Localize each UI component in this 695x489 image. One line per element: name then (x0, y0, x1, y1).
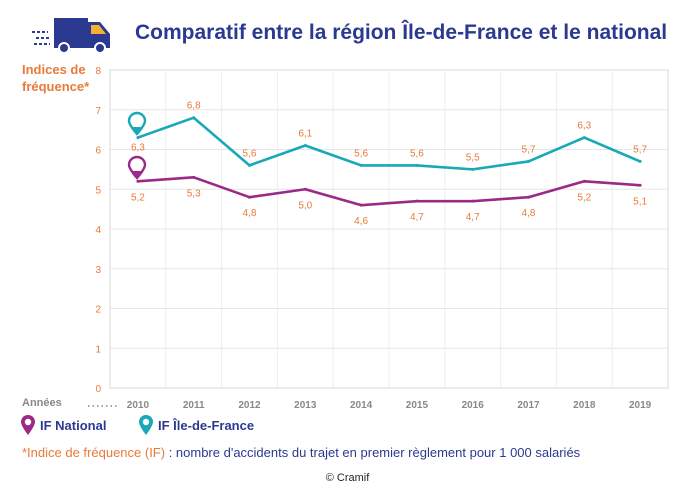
x-tick-label: 2016 (462, 400, 485, 411)
series-national-data-label: 4,6 (354, 216, 368, 227)
map-pin-idf-icon (139, 415, 153, 435)
y-tick-label: 1 (95, 344, 101, 355)
series-national-point (471, 199, 475, 203)
x-tick-label: 2014 (350, 400, 373, 411)
series-national-point (638, 183, 642, 187)
series-idf-data-label: 5,6 (410, 148, 424, 159)
series-idf-data-label: 5,7 (522, 144, 536, 155)
series-national-point (415, 199, 419, 203)
x-tick-label: 2010 (127, 400, 150, 411)
series-idf-data-label: 5,5 (466, 152, 480, 163)
series-idf-point (638, 159, 642, 163)
series-idf-point (359, 163, 363, 167)
series-national-point (303, 187, 307, 191)
legend-idf: IF Île-de-France (138, 414, 254, 436)
series-idf-line (137, 116, 641, 171)
x-tick-label: 2018 (573, 400, 596, 411)
x-tick-label: 2011 (183, 400, 205, 411)
series-national-point (136, 179, 140, 183)
series-idf-point (303, 144, 307, 148)
series-idf-data-label: 6,1 (298, 129, 312, 140)
y-axis-label: Indices de fréquence* (22, 61, 89, 95)
footnote: *Indice de fréquence (IF) : nombre d'acc… (22, 445, 580, 460)
y-axis-label-line2: fréquence* (22, 79, 90, 94)
pin-national-icon (127, 155, 147, 180)
series-idf-point (192, 116, 196, 120)
series-idf-data-label: 6,3 (577, 121, 591, 132)
series-national-line (137, 176, 641, 207)
series-national-data-label: 4,8 (243, 208, 257, 219)
y-tick-label: 3 (95, 265, 101, 276)
chart-title: Comparatif entre la région Île-de-France… (135, 21, 668, 44)
series-idf-data-label: 5,6 (354, 148, 368, 159)
series-national-data-label: 4,7 (466, 212, 480, 223)
copyright: © Cramif (325, 472, 370, 484)
x-tick-label: 2019 (629, 400, 652, 411)
series-national-point (527, 195, 530, 199)
x-tick-label: 2015 (406, 400, 429, 411)
series-idf-data-label: 5,7 (633, 144, 647, 155)
series-national-point (192, 175, 196, 179)
series-idf-point (248, 163, 251, 167)
x-tick-label: 2013 (294, 400, 317, 411)
series-idf-point (527, 159, 530, 163)
series-idf-point (471, 167, 475, 171)
series-national-data-label: 4,7 (410, 212, 424, 223)
y-tick-label: 0 (95, 384, 101, 395)
y-tick-label: 2 (95, 305, 101, 316)
y-tick-label: 6 (95, 146, 101, 157)
series-national-point (248, 195, 251, 199)
series-idf-data-label: 5,6 (243, 148, 257, 159)
y-tick-label: 4 (95, 225, 101, 236)
x-axis-label: Années (22, 397, 62, 409)
series-idf-point (136, 136, 140, 140)
y-tick-label: 8 (95, 66, 101, 77)
series-national-data-label: 5,3 (187, 188, 201, 199)
series-national-data-label: 5,2 (577, 192, 591, 203)
series-idf-data-label: 6,3 (131, 143, 145, 154)
y-axis-label-line1: Indices de (22, 62, 86, 77)
map-pin-national-icon (21, 415, 35, 435)
series-national-point (359, 203, 363, 207)
series-idf-point (415, 163, 419, 167)
series-national-data-label: 5,1 (633, 196, 647, 207)
series-national-data-label: 5,2 (131, 192, 145, 203)
pin-idf-icon (127, 111, 147, 136)
series-national-point (582, 179, 586, 183)
series-national-data-label: 5,0 (298, 200, 312, 211)
y-tick-label: 7 (95, 106, 101, 117)
legend-national: IF National (20, 414, 106, 436)
footnote-prefix: *Indice de fréquence (IF) (22, 445, 166, 460)
series-national-data-label: 4,8 (522, 208, 536, 219)
footnote-text: : nombre d'accidents du trajet en premie… (165, 445, 581, 460)
series-idf-point (582, 136, 586, 140)
x-tick-label: 2012 (238, 400, 261, 411)
series-idf-data-label: 6,8 (187, 101, 201, 112)
legend-idf-label: IF Île-de-France (158, 417, 255, 433)
x-tick-label: 2017 (517, 400, 540, 411)
legend-national-label: IF National (40, 417, 107, 433)
delivery-truck-icon (32, 18, 110, 54)
y-tick-label: 5 (95, 185, 101, 196)
